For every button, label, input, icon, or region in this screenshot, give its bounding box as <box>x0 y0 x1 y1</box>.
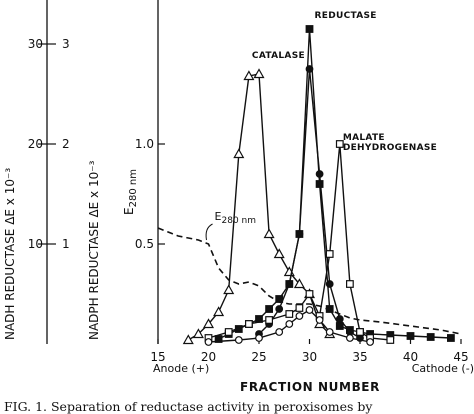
catalase-point <box>182 334 194 345</box>
nadph-reductase-point <box>305 65 314 73</box>
catalase-point <box>263 228 275 239</box>
nadph-tick-label: 1 <box>62 237 70 251</box>
circles-point <box>285 320 294 328</box>
catalase-point <box>202 318 215 329</box>
reductase-point <box>275 295 284 303</box>
y-axis-e280-label: E280 nm <box>122 169 139 215</box>
y-axis-nadph: 1 2 3 NADPH REDUCTASE ΔE x 10⁻³ <box>38 37 101 340</box>
reductase-point <box>406 332 415 340</box>
series-catalase <box>182 68 336 345</box>
e280-tick-label: 1.0 <box>135 137 154 151</box>
x-tick-label: 20 <box>201 350 216 364</box>
circles-point <box>305 306 314 314</box>
circles-point <box>346 334 354 342</box>
series-line-e280-nm <box>157 227 462 335</box>
y-axis-e280: 0.5 1.0 E280 nm <box>122 0 165 344</box>
nadph-reductase-point <box>285 280 294 288</box>
nadph-reductase-point <box>275 305 284 313</box>
catalase-point <box>233 148 245 159</box>
reductase-point <box>265 305 273 313</box>
nadph-reductase-point <box>335 315 344 323</box>
annotation-reductase: REDUCTASE <box>315 11 377 21</box>
malate-dehydrogenase-point <box>356 328 364 336</box>
circles-point <box>366 338 375 346</box>
y-axis-e280-label-main: E <box>122 207 136 215</box>
x-tick-label: 25 <box>251 350 266 364</box>
e280-tick-label: 0.5 <box>135 237 154 251</box>
malate-dehydrogenase-point <box>285 310 294 318</box>
reductase-point <box>305 25 314 33</box>
nadh-tick-label: 20 <box>28 137 43 151</box>
e280-series-label-sub: 280 nm <box>222 216 257 226</box>
x-axis-right-end-label: Cathode (-) <box>412 362 474 375</box>
catalase-point <box>223 284 235 295</box>
circles-point <box>255 334 263 342</box>
x-tick-label: 15 <box>150 350 165 364</box>
figure-caption: FIG. 1. Separation of reductase activity… <box>4 399 373 414</box>
malate-dehydrogenase-point <box>224 328 233 336</box>
malate-dehydrogenase-point <box>386 336 395 344</box>
x-axis-label: FRACTION NUMBER <box>240 380 380 394</box>
malate-dehydrogenase-point <box>245 320 253 328</box>
x-tick-label: 40 <box>403 350 418 364</box>
series-line-catalase <box>187 73 331 341</box>
y-axis-nadh: 10 20 30 NADH REDUCTASE ΔE x 10⁻³ <box>3 0 56 344</box>
circles-point <box>295 312 304 320</box>
catalase-point <box>213 306 225 317</box>
reductase-point <box>447 334 455 342</box>
catalase-point <box>243 70 255 81</box>
reductase-point <box>335 322 344 330</box>
reductase-point <box>426 333 435 341</box>
e280-series-label: E280 nm <box>215 210 256 226</box>
reductase-point <box>315 180 324 188</box>
annotation-catalase: CATALASE <box>252 51 305 61</box>
x-tick-label: 30 <box>302 350 317 364</box>
series-reductase <box>214 25 455 343</box>
circles-point <box>204 338 213 346</box>
y-axis-e280-label-sub: 280 nm <box>128 169 139 207</box>
circles-point <box>315 316 324 324</box>
x-tick-label: 45 <box>453 350 468 364</box>
x-tick-label: 35 <box>352 350 367 364</box>
nadph-reductase-point <box>325 280 334 288</box>
malate-dehydrogenase-point <box>305 290 314 298</box>
malate-dehydrogenase-point <box>346 280 354 288</box>
reductase-point <box>325 305 334 313</box>
nadph-tick-label: 2 <box>62 137 70 151</box>
malate-dehydrogenase-point <box>335 140 344 148</box>
e280-label-leader <box>205 223 213 241</box>
malate-dehydrogenase-point <box>325 250 334 258</box>
nadh-tick-label: 30 <box>28 37 43 51</box>
x-axis-left-end-label: Anode (+) <box>153 362 209 375</box>
malate-dehydrogenase-point <box>265 316 273 324</box>
nadph-reductase-point <box>295 230 304 238</box>
circles-point <box>234 336 243 344</box>
e280-series-label-main: E <box>215 210 222 223</box>
x-axis: 15 20 25 30 35 40 45 Anode (+) Cathode (-) FRA… <box>150 339 474 394</box>
annotations: CATALASE REDUCTASE MALATE DEHYDROGENASE … <box>215 11 437 226</box>
series-e280-nm <box>157 227 462 335</box>
series-circles <box>204 306 375 346</box>
series-layer <box>157 25 462 346</box>
annotation-malate: MALATE <box>343 133 385 143</box>
annotation-dehydrogenase: DEHYDROGENASE <box>343 143 437 153</box>
catalase-point <box>192 328 204 339</box>
nadph-reductase-point <box>315 170 324 178</box>
nadh-tick-label: 10 <box>28 237 43 251</box>
circles-point <box>275 328 284 336</box>
catalase-point <box>253 68 265 79</box>
circles-point <box>325 328 334 336</box>
y-axis-nadh-label: NADH REDUCTASE ΔE x 10⁻³ <box>3 168 17 340</box>
series-nadph-reductase <box>255 65 364 342</box>
nadph-tick-label: 3 <box>62 37 70 51</box>
y-axis-nadph-label: NADPH REDUCTASE ΔE x 10⁻³ <box>87 160 101 340</box>
catalase-point <box>293 278 305 289</box>
catalase-point <box>273 248 285 259</box>
series-malate-dehydrogenase <box>204 140 395 344</box>
malate-dehydrogenase-point <box>295 304 304 312</box>
